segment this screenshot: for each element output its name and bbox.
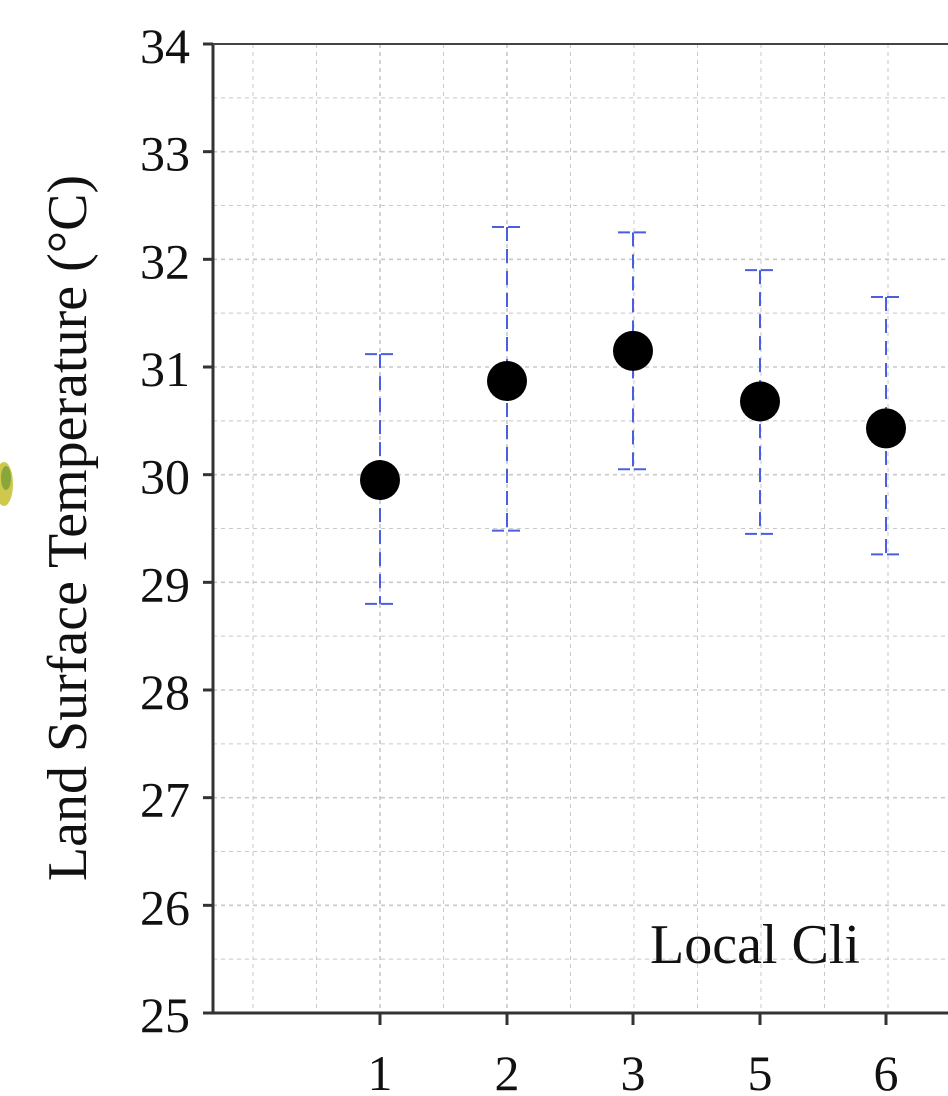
x-tick-label: 2	[495, 1045, 520, 1096]
y-tick-label: 31	[140, 341, 190, 397]
y-tick-label: 32	[140, 233, 190, 289]
y-tick-label: 29	[140, 556, 190, 612]
data-point	[740, 381, 780, 422]
x-tick-label: 5	[748, 1045, 773, 1096]
x-tick-label: 1	[368, 1045, 393, 1096]
data-points	[360, 330, 906, 501]
y-tick-label: 26	[140, 879, 190, 935]
y-tick-label: 28	[140, 664, 190, 720]
axes	[211, 43, 948, 1015]
y-tick-label: 33	[140, 126, 190, 182]
x-tick-label: 3	[621, 1045, 646, 1096]
error-bars	[365, 226, 901, 605]
data-point	[360, 460, 400, 501]
ticks: 25 26 27 28 29 30 31 32 33 34 1 2 3 5 6	[140, 18, 899, 1096]
leaf-icon	[0, 462, 13, 506]
y-tick-label: 27	[140, 772, 190, 828]
y-tick-label: 25	[140, 987, 190, 1043]
gridlines	[213, 44, 948, 1013]
x-tick-label: 6	[874, 1045, 899, 1096]
data-point	[866, 408, 906, 449]
chart-annotation: Local Cli	[650, 914, 860, 976]
y-tick-label: 34	[140, 18, 190, 74]
y-tick-label: 30	[140, 449, 190, 505]
data-point	[487, 360, 527, 401]
data-point	[613, 330, 653, 371]
y-axis-label: Land Surface Temperature (°C)	[37, 175, 99, 881]
